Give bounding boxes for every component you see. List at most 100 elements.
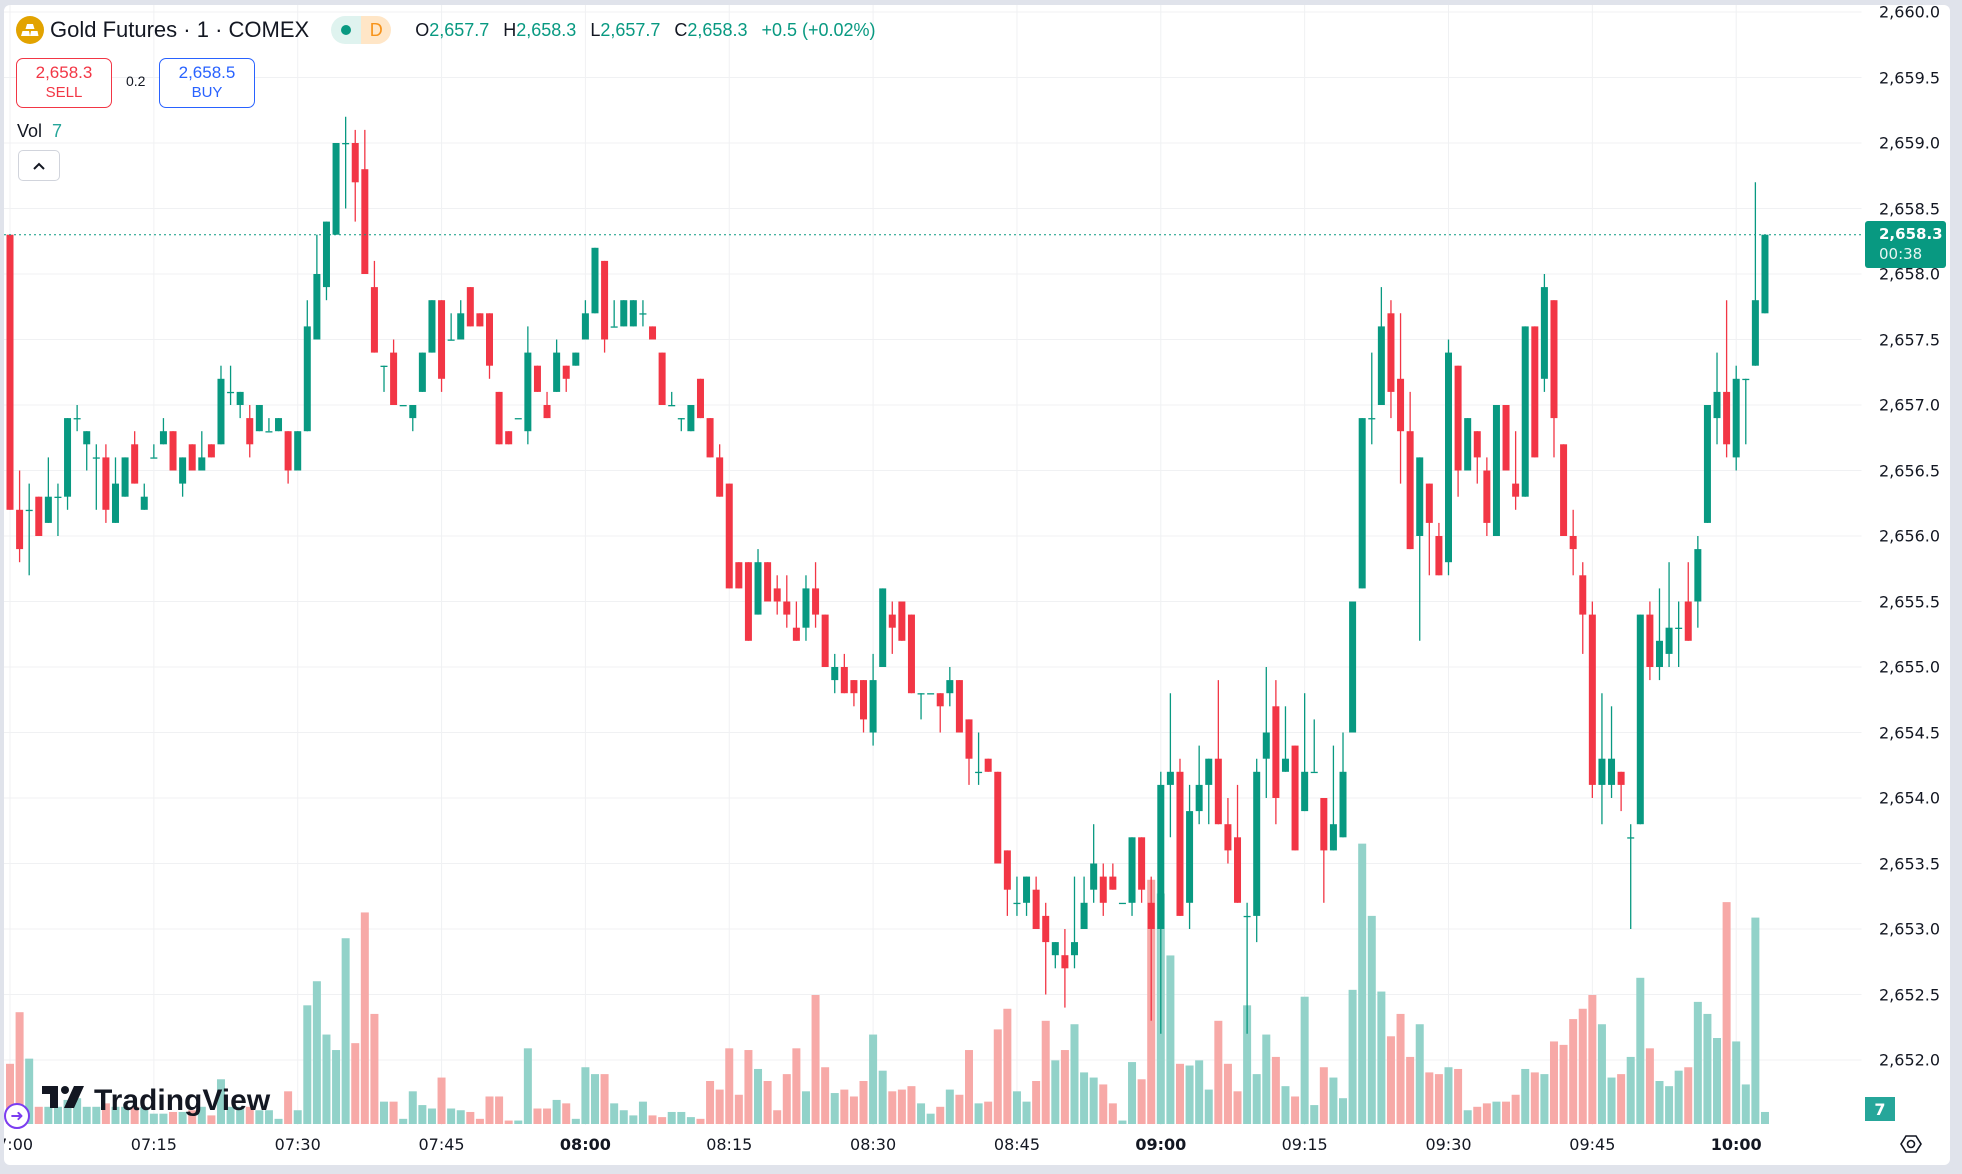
candle [1560, 444, 1568, 536]
candle-body [1329, 824, 1337, 851]
candle-body [639, 313, 647, 315]
candle [802, 575, 810, 641]
time-tick-label: 08:30 [850, 1135, 897, 1154]
market-status-badge[interactable]: D [331, 16, 392, 44]
tradingview-logo[interactable]: ➜ TradingView [4, 1073, 270, 1129]
volume-bar [926, 1113, 935, 1124]
volume-bar [169, 1111, 178, 1124]
candle [1521, 326, 1529, 497]
volume-bar [629, 1115, 638, 1124]
candle [639, 300, 647, 327]
candle [1694, 536, 1702, 628]
volume-bar [658, 1117, 667, 1124]
volume-bar [715, 1089, 724, 1124]
buy-button[interactable]: 2,658.5 BUY [159, 58, 255, 108]
candle [1473, 431, 1481, 484]
price-tick-label: 2,652.0 [1879, 1050, 1941, 1070]
chart-settings-icon[interactable] [1897, 1133, 1925, 1155]
gold-icon[interactable] [16, 16, 44, 44]
candle-body [1368, 418, 1376, 420]
candle-body [792, 627, 800, 641]
candle-body [1099, 876, 1107, 903]
volume-bar [1578, 1008, 1587, 1124]
volume-bar [1732, 1041, 1741, 1124]
candle-body [1675, 627, 1683, 629]
chart-panel[interactable]: Gold Futures · 1 · COMEX D O2,657.7 H2,6… [4, 5, 1950, 1165]
volume-bar [600, 1074, 609, 1124]
candle-body [1761, 234, 1769, 314]
candle [92, 444, 100, 510]
candle-body [696, 378, 704, 419]
candle-body [994, 771, 1002, 864]
volume-legend[interactable]: Vol 7 [17, 121, 62, 142]
volume-bar [456, 1110, 465, 1124]
candle-body [1349, 601, 1357, 733]
volume-bar [888, 1091, 897, 1124]
candle-body [533, 365, 541, 392]
candle [351, 129, 359, 222]
sell-label: SELL [45, 84, 83, 101]
candle-body [946, 680, 954, 694]
candle-body [207, 444, 215, 458]
symbol-title[interactable]: Gold Futures · 1 · COMEX [50, 17, 310, 42]
candle-body [64, 418, 72, 497]
volume-bar [1502, 1101, 1511, 1124]
candle-body [773, 588, 781, 602]
candle-body [1406, 431, 1414, 550]
volume-bar [25, 1058, 34, 1124]
candle [1588, 601, 1596, 798]
candle-body [236, 391, 244, 405]
chart-canvas[interactable] [4, 5, 1950, 1165]
volume-bar [1454, 1068, 1463, 1124]
candle [735, 562, 743, 589]
candle-body [1627, 837, 1635, 839]
volume-bar [1617, 1074, 1626, 1124]
volume-bar [159, 1113, 168, 1124]
volume-bar [207, 1115, 216, 1124]
volume-bar [638, 1101, 647, 1124]
candle-body [1617, 771, 1625, 785]
replay-arrow-icon[interactable]: ➜ [4, 1103, 30, 1129]
volume-bar [1252, 1074, 1261, 1124]
sell-button[interactable]: 2,658.3 SELL [16, 58, 112, 108]
spread-value: 0.2 [126, 73, 146, 89]
volume-bar [399, 1118, 408, 1124]
candle [409, 405, 417, 432]
price-tick-label: 2,657.5 [1879, 330, 1941, 349]
candle [591, 247, 599, 314]
volume-bar [878, 1070, 887, 1124]
price-tick-label: 2,660.0 [1879, 5, 1941, 22]
candle [792, 601, 800, 641]
candle-body [677, 418, 685, 420]
price-tick-label: 2,652.5 [1879, 985, 1941, 1004]
candle-body [1387, 313, 1395, 392]
candle [1147, 876, 1155, 1021]
candle [1445, 339, 1452, 576]
candle [1636, 614, 1644, 825]
volume-bar [264, 1110, 273, 1124]
candle-body [73, 418, 81, 420]
candle-body [601, 260, 609, 340]
volume-bar [1281, 1086, 1290, 1124]
volume-bar [907, 1086, 916, 1124]
volume-bar [1521, 1068, 1530, 1124]
open-value: 2,657.7 [429, 19, 490, 40]
candle-body [313, 274, 321, 340]
volume-bar [1463, 1110, 1472, 1124]
collapse-legend-button[interactable] [18, 150, 60, 181]
candle [1675, 601, 1683, 667]
open-label: O [415, 19, 430, 40]
candle [1512, 431, 1520, 510]
candle [332, 143, 340, 235]
volume-bar [1396, 1013, 1405, 1124]
candle-body [1492, 405, 1500, 536]
volume-bar [897, 1089, 906, 1124]
volume-bar [121, 1106, 130, 1124]
candle-body [1118, 902, 1126, 905]
volume-bar [418, 1105, 427, 1124]
candle [1224, 798, 1232, 864]
volume-bar [840, 1089, 849, 1124]
candle [668, 391, 676, 407]
time-tick-label: 09:30 [1425, 1135, 1472, 1154]
candle-body [1253, 771, 1261, 916]
